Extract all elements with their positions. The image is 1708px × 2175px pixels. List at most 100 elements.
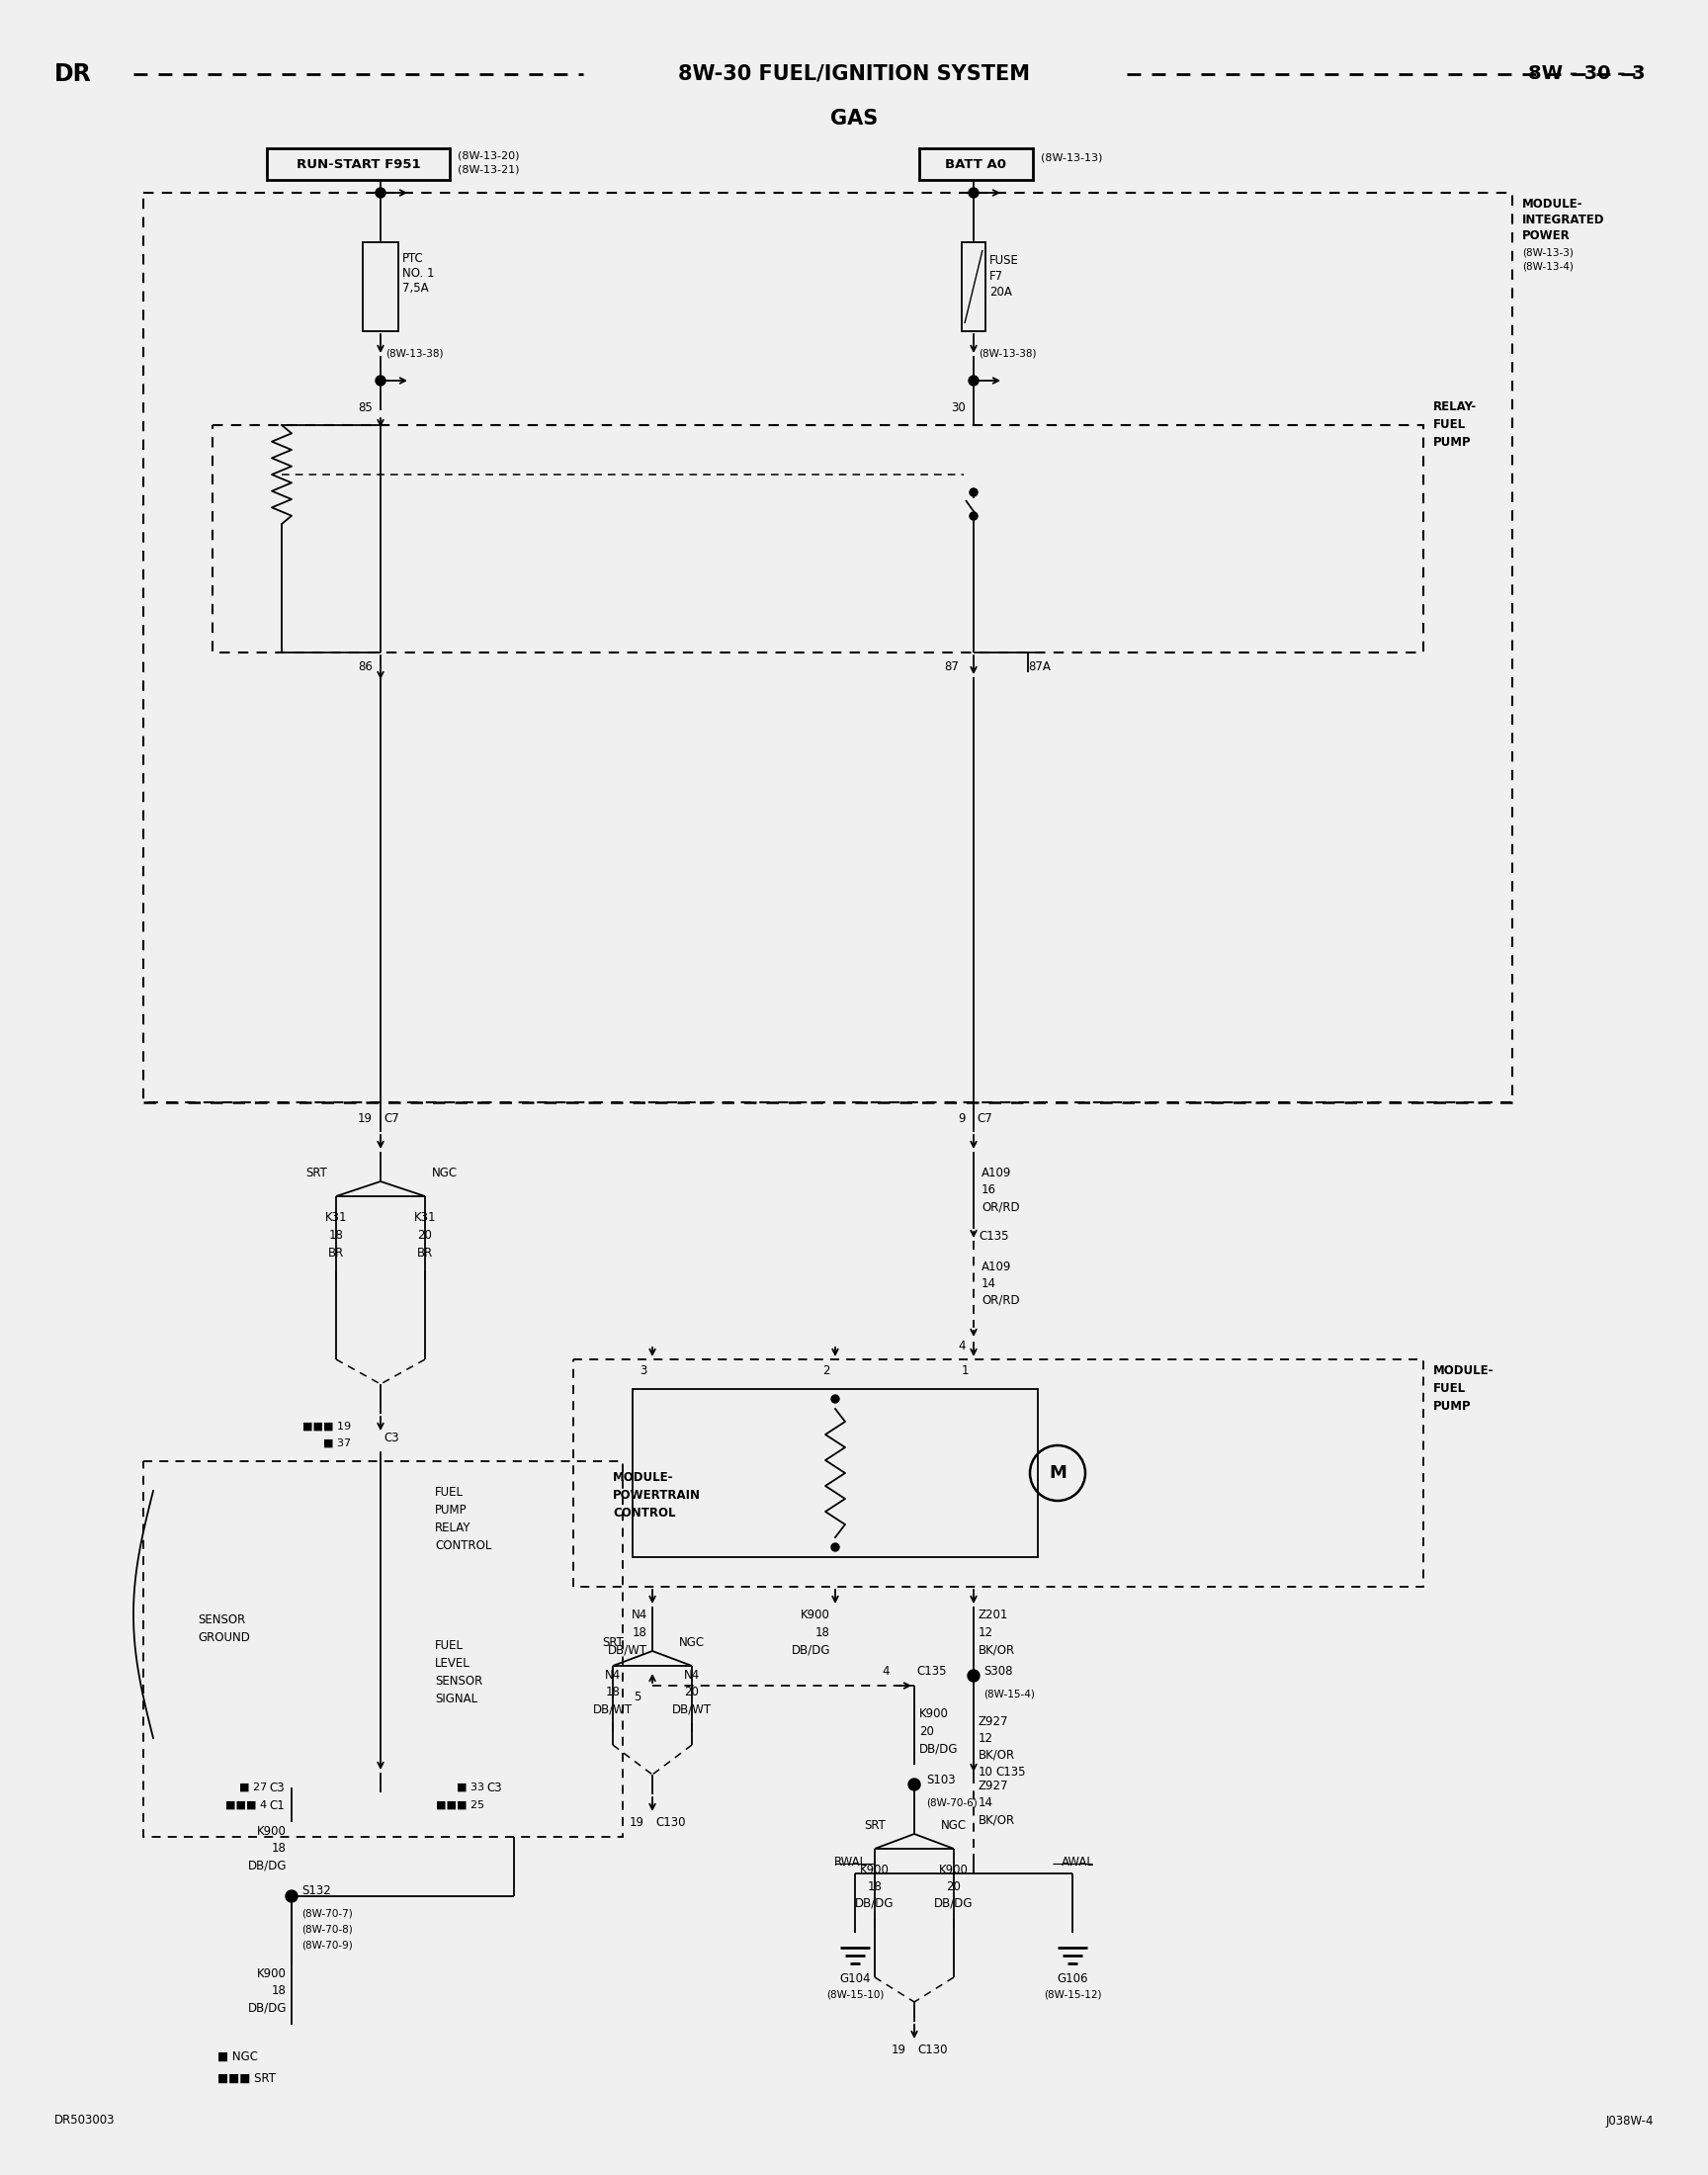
Text: 18: 18 (328, 1229, 343, 1242)
Text: DB/DG: DB/DG (791, 1644, 830, 1657)
Text: (8W-13-4): (8W-13-4) (1522, 261, 1573, 272)
Text: MODULE-: MODULE- (1433, 1364, 1494, 1377)
Text: OR/RD: OR/RD (982, 1294, 1020, 1307)
Text: 18: 18 (816, 1627, 830, 1640)
Text: C130: C130 (917, 2044, 948, 2055)
Text: K900: K900 (801, 1610, 830, 1620)
Text: POWER: POWER (1522, 228, 1570, 241)
Text: NO. 1: NO. 1 (403, 268, 434, 281)
Text: A109: A109 (982, 1166, 1011, 1179)
Text: K31: K31 (413, 1211, 436, 1225)
Text: CONTROL: CONTROL (613, 1507, 676, 1520)
Text: F7: F7 (989, 270, 1003, 283)
Bar (632, 1390, 1038, 1557)
Text: 18: 18 (868, 1881, 881, 1892)
Text: C3: C3 (268, 1781, 284, 1794)
Text: M: M (1049, 1464, 1066, 1481)
Text: RELAY: RELAY (436, 1522, 471, 1533)
Text: N4: N4 (605, 1668, 620, 1681)
Text: 16: 16 (982, 1183, 996, 1196)
Text: SRT: SRT (601, 1636, 623, 1649)
Text: MODULE-: MODULE- (613, 1470, 673, 1483)
Text: PUMP: PUMP (1433, 435, 1471, 448)
Text: ■■■ SRT: ■■■ SRT (217, 2071, 275, 2084)
Text: RWAL: RWAL (834, 1855, 866, 1868)
Bar (266, 148, 449, 181)
Text: FUSE: FUSE (989, 254, 1020, 268)
Text: (8W-13-21): (8W-13-21) (458, 163, 519, 174)
Circle shape (970, 511, 977, 520)
Text: DR503003: DR503003 (55, 2114, 114, 2127)
Text: (8W-15-4): (8W-15-4) (984, 1688, 1035, 1699)
Text: J038W-4: J038W-4 (1606, 2114, 1653, 2127)
Text: 87: 87 (945, 661, 958, 674)
Text: 7,5A: 7,5A (403, 283, 429, 294)
Text: FUEL: FUEL (1433, 418, 1465, 431)
Text: 19: 19 (892, 2044, 907, 2055)
Text: FUEL: FUEL (1433, 1381, 1465, 1394)
Text: BR: BR (328, 1246, 343, 1259)
Text: DB/DG: DB/DG (856, 1897, 895, 1910)
Text: K31: K31 (325, 1211, 347, 1225)
Text: Z201: Z201 (979, 1610, 1008, 1620)
Text: 20: 20 (946, 1881, 962, 1892)
Text: SRT: SRT (306, 1166, 328, 1179)
Text: GAS: GAS (830, 109, 878, 128)
Text: INTEGRATED: INTEGRATED (1522, 213, 1606, 226)
Text: 20: 20 (919, 1725, 934, 1738)
Text: DB/WT: DB/WT (593, 1703, 632, 1716)
Circle shape (376, 187, 386, 198)
Text: PUMP: PUMP (436, 1503, 468, 1516)
Text: K900: K900 (258, 1825, 287, 1838)
Text: BK/OR: BK/OR (979, 1814, 1015, 1827)
Text: I: I (611, 1723, 615, 1736)
Text: SIGNAL: SIGNAL (436, 1692, 478, 1705)
Text: Z927: Z927 (979, 1716, 1009, 1729)
Text: 14: 14 (979, 1797, 994, 1810)
Text: C135: C135 (915, 1666, 946, 1679)
Text: Z927: Z927 (979, 1779, 1009, 1792)
Text: RELAY-: RELAY- (1433, 400, 1477, 413)
Text: SENSOR: SENSOR (198, 1614, 246, 1627)
Text: POWERTRAIN: POWERTRAIN (613, 1490, 700, 1501)
Text: ■ 37: ■ 37 (323, 1438, 350, 1449)
Text: 9: 9 (958, 1111, 965, 1124)
Text: (8W-13-3): (8W-13-3) (1522, 248, 1573, 257)
Text: C7: C7 (384, 1111, 400, 1124)
Text: MODULE-: MODULE- (1522, 198, 1583, 211)
Text: CONTROL: CONTROL (436, 1540, 492, 1553)
Text: K900: K900 (861, 1864, 890, 1877)
Text: K900: K900 (258, 1968, 287, 1979)
Text: C130: C130 (656, 1816, 685, 1829)
Text: BR: BR (417, 1246, 434, 1259)
Text: 12: 12 (979, 1627, 994, 1640)
Text: K900: K900 (919, 1707, 948, 1720)
Text: 4: 4 (881, 1666, 890, 1679)
Text: S308: S308 (984, 1664, 1013, 1677)
Text: DB/DG: DB/DG (934, 1897, 974, 1910)
Text: ■ NGC: ■ NGC (217, 2049, 258, 2062)
Text: I: I (690, 1723, 693, 1736)
Text: (8W-13-38): (8W-13-38) (386, 348, 444, 359)
Text: C3: C3 (384, 1431, 400, 1444)
Bar (143, 194, 1512, 1103)
Circle shape (285, 1890, 297, 1903)
Text: (8W-70-8): (8W-70-8) (302, 1925, 352, 1934)
Text: NGC: NGC (432, 1166, 458, 1179)
Text: (8W-13-38): (8W-13-38) (979, 348, 1037, 359)
Text: 87A: 87A (1028, 661, 1050, 674)
Text: S103: S103 (926, 1775, 955, 1788)
Text: DB/WT: DB/WT (671, 1703, 712, 1716)
Text: BATT A0: BATT A0 (946, 159, 1006, 170)
Text: NGC: NGC (680, 1636, 705, 1649)
Text: RUN-START F951: RUN-START F951 (295, 159, 420, 170)
Text: 8W-30 FUEL/IGNITION SYSTEM: 8W-30 FUEL/IGNITION SYSTEM (678, 65, 1030, 85)
Text: AWAL: AWAL (1061, 1855, 1093, 1868)
Circle shape (909, 1779, 921, 1790)
Bar (143, 1462, 623, 1838)
Text: ■■■ 4: ■■■ 4 (225, 1801, 266, 1810)
Text: 4: 4 (958, 1340, 965, 1353)
Text: C135: C135 (996, 1766, 1025, 1779)
Text: LEVEL: LEVEL (436, 1657, 470, 1670)
Text: 20A: 20A (989, 285, 1013, 298)
